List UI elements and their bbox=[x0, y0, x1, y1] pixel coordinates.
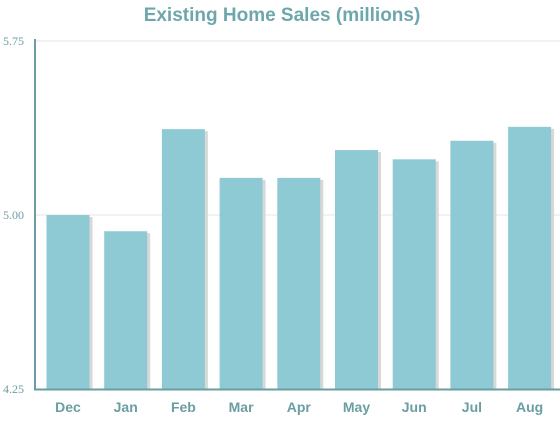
chart-title: Existing Home Sales (millions) bbox=[143, 5, 421, 26]
bar-jul bbox=[450, 140, 494, 389]
tick-labels: 4.25 5.00 5.75 Dec Jan Feb Mar Apr May Jun Jul Aug bbox=[3, 34, 543, 415]
y-tick-label: 5.75 bbox=[3, 34, 24, 48]
x-tick-label: Aug bbox=[516, 399, 543, 415]
x-tick-label: Jul bbox=[462, 399, 482, 415]
y-tick-label: 4.25 bbox=[3, 382, 24, 396]
bar-apr bbox=[277, 177, 321, 389]
bar-jan bbox=[104, 231, 148, 389]
bar-jun bbox=[392, 159, 436, 389]
x-tick-label: Mar bbox=[229, 399, 254, 415]
x-tick-label: Dec bbox=[55, 399, 81, 415]
x-tick-label: Jan bbox=[114, 399, 138, 415]
x-tick-label: Apr bbox=[287, 399, 312, 415]
bar-mar bbox=[219, 177, 263, 389]
axes bbox=[34, 39, 560, 391]
bar-may bbox=[335, 150, 378, 389]
x-tick-label: May bbox=[343, 399, 370, 415]
x-tick-label: Jun bbox=[402, 399, 427, 415]
x-tick-label: Feb bbox=[171, 399, 196, 415]
bar-aug bbox=[508, 126, 552, 389]
bars bbox=[46, 126, 555, 389]
y-tick-label: 5.00 bbox=[3, 208, 24, 222]
bar-feb bbox=[161, 129, 205, 389]
bar-dec bbox=[46, 215, 90, 389]
